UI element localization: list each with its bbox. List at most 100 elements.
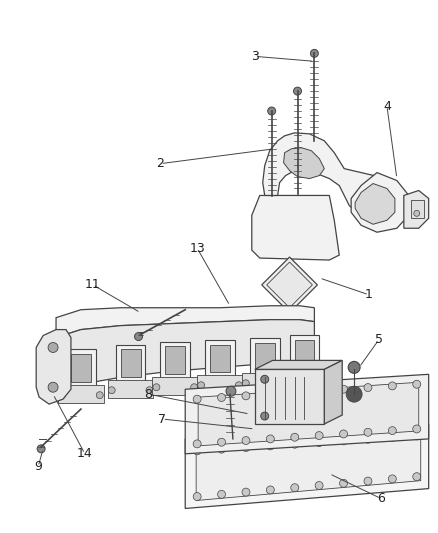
Circle shape — [339, 385, 347, 393]
Polygon shape — [403, 190, 427, 228]
Text: 4: 4 — [382, 100, 390, 112]
Circle shape — [96, 392, 103, 399]
Circle shape — [310, 50, 318, 58]
Circle shape — [293, 87, 301, 95]
Circle shape — [388, 434, 396, 441]
Circle shape — [58, 392, 65, 399]
Polygon shape — [289, 335, 318, 373]
Circle shape — [266, 486, 274, 494]
Polygon shape — [249, 337, 279, 375]
Circle shape — [266, 435, 274, 443]
Polygon shape — [254, 343, 274, 370]
Circle shape — [235, 382, 242, 389]
Circle shape — [412, 425, 420, 433]
Text: 6: 6 — [376, 492, 384, 505]
Polygon shape — [36, 329, 71, 404]
Circle shape — [290, 484, 298, 491]
Circle shape — [193, 440, 201, 448]
Polygon shape — [350, 173, 408, 232]
Circle shape — [146, 387, 152, 394]
Circle shape — [339, 437, 347, 445]
Circle shape — [193, 492, 201, 500]
Circle shape — [48, 382, 58, 392]
Polygon shape — [165, 346, 185, 374]
Circle shape — [290, 440, 298, 448]
Polygon shape — [198, 382, 418, 446]
Circle shape — [290, 389, 298, 397]
Text: 8: 8 — [144, 387, 152, 401]
Circle shape — [413, 211, 419, 216]
Polygon shape — [107, 380, 153, 398]
Circle shape — [363, 435, 371, 443]
Circle shape — [48, 343, 58, 352]
Circle shape — [282, 377, 288, 384]
Circle shape — [339, 479, 347, 487]
Polygon shape — [58, 385, 103, 403]
Polygon shape — [197, 375, 242, 393]
Circle shape — [363, 384, 371, 392]
Polygon shape — [241, 373, 287, 391]
Circle shape — [267, 107, 275, 115]
Polygon shape — [354, 183, 394, 224]
Circle shape — [266, 442, 274, 450]
Circle shape — [108, 387, 115, 394]
Circle shape — [363, 429, 371, 436]
Text: 9: 9 — [34, 460, 42, 473]
Polygon shape — [185, 374, 427, 454]
Circle shape — [279, 380, 286, 387]
Text: 13: 13 — [189, 241, 205, 255]
Circle shape — [241, 437, 249, 445]
Text: 5: 5 — [374, 333, 382, 346]
Circle shape — [319, 377, 326, 384]
Circle shape — [412, 473, 420, 481]
Polygon shape — [66, 350, 95, 387]
Polygon shape — [160, 342, 190, 379]
Polygon shape — [196, 432, 420, 500]
Circle shape — [241, 443, 249, 451]
Circle shape — [197, 382, 204, 389]
Circle shape — [314, 481, 322, 489]
Circle shape — [412, 380, 420, 388]
Polygon shape — [294, 340, 314, 367]
Polygon shape — [254, 369, 324, 424]
Circle shape — [37, 445, 45, 453]
Polygon shape — [324, 360, 342, 424]
Circle shape — [314, 387, 322, 395]
Circle shape — [347, 361, 359, 373]
Circle shape — [260, 375, 268, 383]
Polygon shape — [152, 377, 198, 395]
Circle shape — [388, 382, 396, 390]
Polygon shape — [185, 424, 427, 508]
Circle shape — [217, 490, 225, 498]
Polygon shape — [209, 344, 230, 373]
Polygon shape — [262, 133, 403, 228]
Circle shape — [260, 412, 268, 420]
Polygon shape — [120, 350, 140, 377]
Circle shape — [190, 384, 197, 391]
Circle shape — [217, 445, 225, 453]
Polygon shape — [115, 344, 145, 382]
Circle shape — [346, 386, 361, 402]
Text: 2: 2 — [156, 157, 164, 170]
Circle shape — [363, 477, 371, 485]
Polygon shape — [410, 200, 423, 219]
Polygon shape — [283, 148, 324, 179]
Circle shape — [388, 426, 396, 434]
Text: 11: 11 — [85, 278, 100, 292]
Circle shape — [388, 475, 396, 483]
Circle shape — [339, 430, 347, 438]
Text: 14: 14 — [77, 447, 92, 461]
Circle shape — [193, 447, 201, 455]
Polygon shape — [71, 354, 91, 382]
Circle shape — [314, 432, 322, 440]
Circle shape — [241, 392, 249, 400]
Circle shape — [241, 488, 249, 496]
Circle shape — [217, 438, 225, 446]
Circle shape — [217, 393, 225, 401]
Polygon shape — [251, 196, 339, 260]
Text: 1: 1 — [364, 288, 372, 301]
Circle shape — [134, 333, 142, 341]
Polygon shape — [266, 262, 312, 308]
Circle shape — [193, 395, 201, 403]
Polygon shape — [281, 370, 327, 388]
